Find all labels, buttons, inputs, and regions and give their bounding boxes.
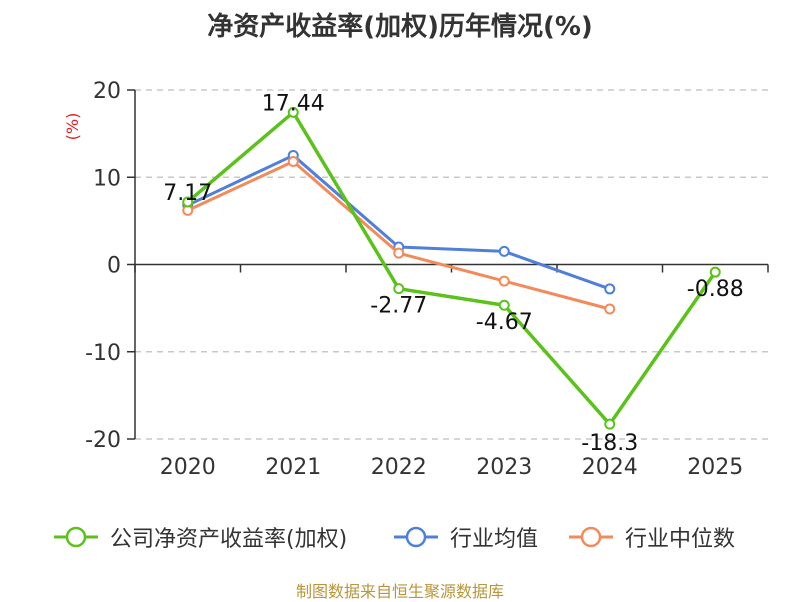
data-point-0 <box>393 283 405 295</box>
legend-marker-icon <box>569 526 613 548</box>
legend-label: 公司净资产收益率(加权) <box>110 527 348 552</box>
data-label: 7.17 <box>163 181 212 206</box>
x-tick-label: 2025 <box>687 455 743 480</box>
x-tick-label: 2024 <box>582 455 638 480</box>
data-label: 17.44 <box>262 91 325 116</box>
legend-item-0[interactable]: 公司净资产收益率(加权) <box>52 520 347 554</box>
y-tick-label: 20 <box>93 79 121 104</box>
x-tick-label: 2020 <box>160 455 216 480</box>
data-point-2 <box>287 156 299 168</box>
x-tick-label: 2021 <box>265 455 321 480</box>
data-label: -2.77 <box>370 294 427 319</box>
data-label: -4.67 <box>476 310 533 335</box>
y-axis-label: (%) <box>63 113 82 141</box>
legend: 公司净资产收益率(加权) 行业均值 行业中位数 <box>0 520 800 554</box>
line-chart: (%) 20 10 0 -10 -20 2020 2021 2022 2023 2024 2025 7.… <box>63 79 769 480</box>
data-label: -18.3 <box>581 431 638 456</box>
series-line-1 <box>187 153 611 291</box>
y-tick-label: -20 <box>85 428 121 453</box>
legend-marker-icon <box>54 526 98 548</box>
x-tick-label: 2022 <box>371 455 427 480</box>
data-point-0 <box>604 418 616 430</box>
legend-item-1[interactable]: 行业均值 <box>392 520 538 554</box>
y-tick-label: 0 <box>107 254 121 279</box>
data-point-1 <box>498 245 510 257</box>
y-tick-label: -10 <box>85 341 121 366</box>
legend-item-2[interactable]: 行业中位数 <box>567 520 735 554</box>
data-point-1 <box>604 283 616 295</box>
data-point-2 <box>604 303 616 315</box>
legend-label: 行业均值 <box>450 527 539 552</box>
data-point-0 <box>182 196 194 208</box>
source-note: 制图数据来自恒生聚源数据库 <box>295 582 504 601</box>
legend-label: 行业中位数 <box>625 527 736 552</box>
data-point-0 <box>709 266 721 278</box>
data-point-0 <box>287 106 299 118</box>
x-tick-label: 2023 <box>476 455 532 480</box>
y-tick-label: 10 <box>93 166 121 191</box>
series-line-0 <box>186 110 717 426</box>
chart-title: 净资产收益率(加权)历年情况(%) <box>207 12 593 42</box>
data-point-0 <box>498 299 510 311</box>
data-label: -0.88 <box>687 277 744 302</box>
data-point-2 <box>393 247 405 259</box>
data-point-2 <box>498 275 510 287</box>
legend-marker-icon <box>394 526 438 548</box>
